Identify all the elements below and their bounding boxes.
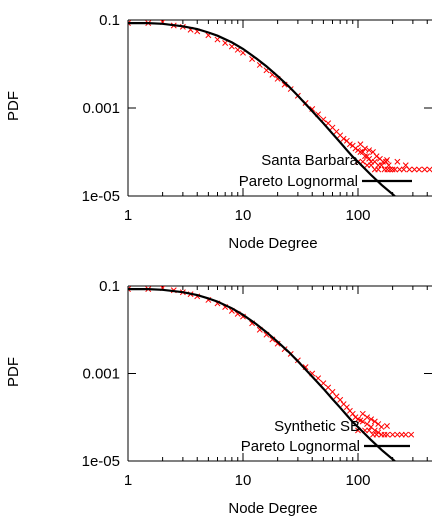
data-point-marker xyxy=(384,431,391,438)
data-point-marker xyxy=(366,147,373,154)
data-point-marker xyxy=(384,166,391,173)
chart-bottom: 1 10 100 0.1 0.001 1e-05 Node Degree PDF Synthet… xyxy=(5,278,432,517)
y-tick-label: 0.001 xyxy=(82,366,120,383)
data-point-marker xyxy=(389,431,396,438)
legend-marker xyxy=(384,423,390,429)
data-point-marker xyxy=(408,431,415,438)
plot-area xyxy=(128,286,415,461)
data-point-marker xyxy=(411,166,418,173)
data-point-marker xyxy=(320,380,327,387)
legend: Synthetic SB Pareto Lognormal xyxy=(241,418,410,455)
data-point-marker xyxy=(387,166,394,173)
y-tick-label: 0.001 xyxy=(82,100,120,117)
data-point-marker xyxy=(359,410,366,417)
data-point-marker xyxy=(378,162,385,169)
data-point-marker xyxy=(366,155,373,162)
data-point-marker xyxy=(357,141,364,148)
x-tick-label: 100 xyxy=(345,207,370,224)
legend-label: Pareto Lognormal xyxy=(241,438,360,455)
x-axis-label: Node Degree xyxy=(228,500,317,517)
legend-label: Santa Barbara xyxy=(261,152,358,169)
data-point-marker xyxy=(368,416,375,423)
y-axis-label: PDF xyxy=(5,357,22,387)
chart-top: 1 10 100 0.1 0.001 1e-05 Node Degree PDF Santa B… xyxy=(5,12,432,252)
data-point-marker xyxy=(352,145,359,152)
data-point-marker xyxy=(375,166,382,173)
data-point-marker xyxy=(416,166,423,173)
data-point-marker xyxy=(402,431,409,438)
data-point-marker xyxy=(362,145,368,152)
data-point-marker xyxy=(394,158,401,165)
data-point-marker xyxy=(340,135,347,142)
y-axis-label: PDF xyxy=(5,91,22,121)
legend-marker xyxy=(384,157,390,163)
x-tick-label: 100 xyxy=(345,472,370,489)
data-point-marker xyxy=(385,162,392,169)
y-tick-label: 1e-05 xyxy=(82,453,120,470)
data-point-marker xyxy=(402,162,409,169)
data-point-marker xyxy=(371,427,378,434)
data-point-marker xyxy=(214,36,221,43)
x-tick-label: 1 xyxy=(124,472,132,489)
legend-label: Synthetic SB xyxy=(274,418,360,435)
data-point-marker xyxy=(364,414,371,421)
data-point-marker xyxy=(421,166,428,173)
data-point-marker xyxy=(357,149,364,155)
data-point-marker xyxy=(373,153,380,160)
data-point-marker xyxy=(325,384,332,391)
y-tick-label: 0.1 xyxy=(99,12,120,29)
data-point-marker xyxy=(426,166,432,173)
data-point-marker xyxy=(371,418,378,425)
data-point-marker xyxy=(364,421,371,427)
data-point-marker xyxy=(378,424,385,430)
y-tick-label: 1e-05 xyxy=(82,188,120,205)
fit-line xyxy=(128,288,397,461)
y-tick-label: 0.1 xyxy=(99,278,120,295)
x-tick-label: 10 xyxy=(235,207,252,224)
data-point-marker xyxy=(128,20,131,27)
data-point-marker xyxy=(337,396,344,403)
data-point-marker xyxy=(349,410,356,417)
data-point-marker xyxy=(362,153,368,160)
data-point-marker xyxy=(400,166,407,173)
data-point-marker xyxy=(128,286,131,293)
data-point-marker xyxy=(381,431,388,438)
legend: Santa Barbara Pareto Lognormal xyxy=(239,152,412,190)
data-point-marker xyxy=(373,431,380,438)
x-tick-label: 10 xyxy=(235,472,252,489)
data-point-marker xyxy=(394,431,401,438)
x-tick-label: 1 xyxy=(124,207,132,224)
x-axis-label: Node Degree xyxy=(228,235,317,252)
data-point-marker xyxy=(382,158,389,165)
legend-label: Pareto Lognormal xyxy=(239,173,358,190)
data-point-marker xyxy=(392,166,399,173)
data-point-marker xyxy=(228,43,235,50)
